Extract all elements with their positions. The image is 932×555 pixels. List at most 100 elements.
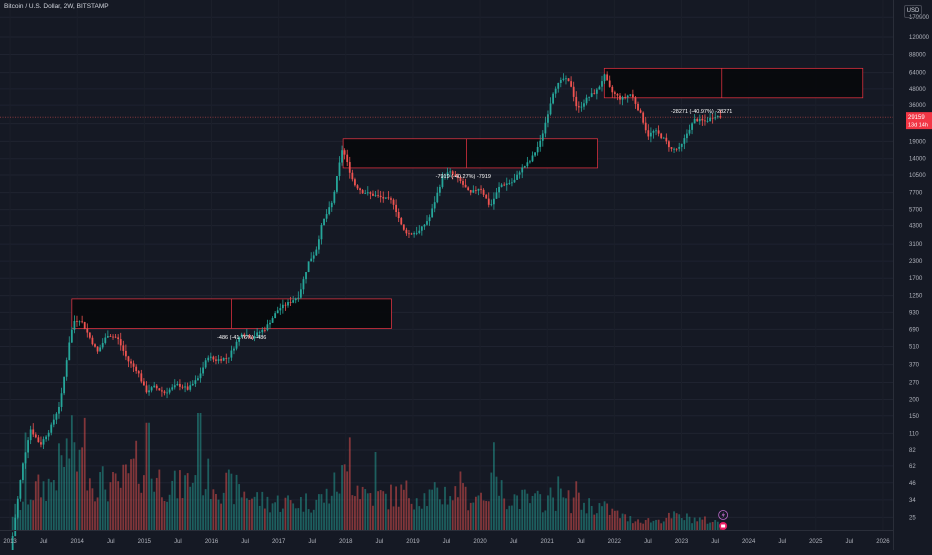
candle-body <box>76 320 78 322</box>
volume-bar <box>377 491 379 530</box>
candle <box>523 165 526 168</box>
candle <box>91 335 94 346</box>
volume-bar <box>693 517 696 530</box>
candle-body <box>433 202 436 209</box>
candle <box>634 96 637 109</box>
volume-bar <box>451 500 454 530</box>
candle-body <box>359 188 361 191</box>
currency-button[interactable]: USD <box>904 5 922 18</box>
candlesticks[interactable] <box>11 71 722 555</box>
event-markers[interactable] <box>718 510 729 531</box>
volume-bar <box>137 483 140 530</box>
candle <box>595 87 598 100</box>
candle <box>521 164 524 179</box>
price-tick-label: 10500 <box>909 173 926 179</box>
candle <box>652 129 655 139</box>
volume-bar <box>235 474 238 530</box>
candle-body <box>392 199 395 205</box>
candle-body <box>96 346 99 352</box>
candle <box>220 355 223 364</box>
candle <box>81 315 84 324</box>
time-tick-label: 2015 <box>138 539 152 545</box>
volume-bar <box>657 519 660 530</box>
volume-bar <box>184 475 186 530</box>
candle <box>706 116 709 123</box>
candle <box>588 96 591 102</box>
volume-bar <box>606 503 609 530</box>
measurement-label: -28271 (-40.97%) -28271 <box>671 109 732 115</box>
candle-body <box>426 221 428 225</box>
volume-bar <box>142 475 145 530</box>
candle <box>420 225 423 236</box>
candle-body <box>305 272 307 280</box>
candle-body <box>559 79 562 83</box>
candle-body <box>197 378 199 381</box>
candle-body <box>539 140 542 147</box>
volume-bar <box>673 511 675 530</box>
volume-bar <box>619 518 621 530</box>
price-axis[interactable]: 25 34 46 62 82 110 150 200 270 370 510 690 930 1250 17… <box>893 0 930 550</box>
candle <box>490 199 493 207</box>
price-tick-label: 2300 <box>909 259 923 265</box>
candle <box>153 381 156 388</box>
candle <box>348 156 351 179</box>
candle-body <box>593 93 596 95</box>
volume-bar <box>395 486 398 530</box>
volume-bar <box>503 498 506 530</box>
volume-bar <box>593 514 596 530</box>
volume-bar <box>130 459 132 530</box>
candle <box>354 177 356 187</box>
candle <box>94 343 96 348</box>
candle <box>106 330 109 338</box>
candle <box>181 384 184 390</box>
candle-body <box>387 197 390 199</box>
candle <box>601 75 603 92</box>
volume-bar <box>647 518 650 530</box>
volume-bar <box>19 510 22 530</box>
candle-body <box>513 179 516 183</box>
candle <box>310 252 313 262</box>
candle <box>256 328 259 339</box>
candle <box>27 437 29 459</box>
candle-body <box>189 385 192 390</box>
candle <box>281 299 284 314</box>
candle <box>482 188 485 197</box>
candle <box>649 127 652 143</box>
candle-body <box>518 172 521 175</box>
candle-body <box>505 183 508 186</box>
time-tick-label: Jul <box>711 539 719 545</box>
candle-body <box>536 146 539 153</box>
price-tick-label: 14000 <box>909 157 926 163</box>
candle <box>37 435 40 443</box>
candle <box>68 336 71 361</box>
time-axis[interactable]: 2013 Jul 2014 Jul 2015 Jul 2016 Jul 2017 Jul 2018 J… <box>0 530 893 546</box>
volume-bar <box>145 422 148 530</box>
candle-body <box>58 406 60 414</box>
candle-body <box>631 94 634 98</box>
volume-bar <box>379 490 382 530</box>
candle-body <box>222 357 225 361</box>
candle-body <box>179 383 181 387</box>
candle <box>155 383 158 391</box>
candle-body <box>101 342 104 348</box>
volume-bar <box>523 489 526 530</box>
price-tick-label: 120000 <box>909 35 930 41</box>
candle-body <box>462 180 464 185</box>
price-tick-label: 5700 <box>909 208 923 214</box>
candle <box>438 184 441 197</box>
candle-body <box>405 229 408 234</box>
candle-body <box>493 198 495 205</box>
volume-bar <box>47 478 50 530</box>
candle <box>253 330 256 342</box>
candle-body <box>199 373 202 379</box>
candle <box>269 319 271 329</box>
volume-bar <box>117 481 120 530</box>
resistance-zones[interactable] <box>71 67 864 329</box>
candle-body <box>104 337 107 343</box>
candle-body <box>372 193 374 196</box>
candle-body <box>127 356 130 362</box>
candle <box>323 218 325 226</box>
volume-bar <box>691 523 693 530</box>
